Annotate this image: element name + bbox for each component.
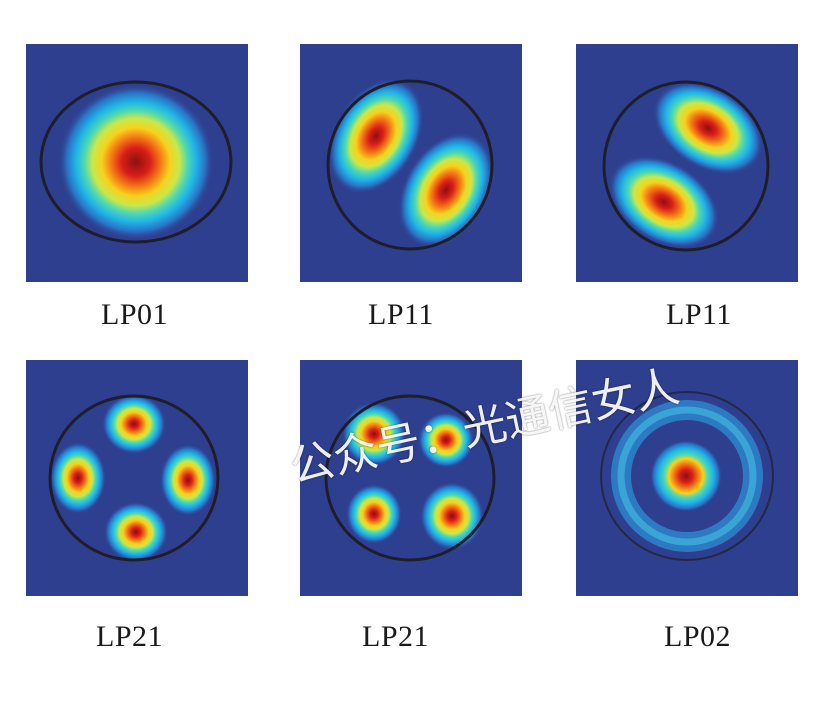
mode-panel-lp11-a bbox=[300, 44, 522, 282]
mode-field-lp11-a bbox=[300, 44, 522, 282]
mode-label-lp21-a: LP21 bbox=[96, 620, 164, 653]
mode-panel-lp02 bbox=[576, 360, 798, 596]
intensity-lobe bbox=[608, 155, 720, 249]
mode-field-lp11-b bbox=[576, 44, 798, 282]
intensity-lobe bbox=[346, 484, 402, 544]
mode-panel-lp21-a bbox=[26, 360, 248, 596]
intensity-lobe bbox=[652, 81, 764, 175]
core-boundary bbox=[48, 394, 220, 562]
core-boundary bbox=[39, 80, 233, 244]
intensity-lobe bbox=[418, 412, 474, 468]
intensity-spot bbox=[650, 440, 722, 512]
mode-label-lp21-b: LP21 bbox=[362, 620, 430, 653]
intensity-lobe bbox=[102, 394, 166, 454]
intensity-lobe bbox=[160, 444, 216, 516]
core-boundary bbox=[600, 391, 774, 561]
intensity-lobe bbox=[420, 482, 484, 550]
mode-label-lp01: LP01 bbox=[101, 298, 169, 331]
core-boundary bbox=[324, 394, 496, 562]
mode-label-lp11-b: LP11 bbox=[666, 298, 732, 331]
mode-field-lp02 bbox=[576, 360, 798, 596]
intensity-lobe bbox=[398, 132, 494, 248]
mode-field-lp21-a bbox=[26, 360, 248, 596]
mode-field-lp21-b bbox=[300, 360, 522, 596]
mode-label-lp02: LP02 bbox=[664, 620, 732, 653]
mode-field-lp01 bbox=[26, 44, 248, 282]
mode-panel-lp11-b bbox=[576, 44, 798, 282]
mode-panel-lp01 bbox=[26, 44, 248, 282]
core-boundary bbox=[326, 79, 494, 251]
mode-panel-lp21-b bbox=[300, 360, 522, 596]
intensity-lobe bbox=[342, 402, 406, 466]
mode-label-lp11-a: LP11 bbox=[368, 298, 434, 331]
intensity-lobe bbox=[50, 442, 106, 514]
intensity-spot bbox=[58, 84, 214, 240]
intensity-lobe bbox=[104, 502, 168, 562]
core-boundary bbox=[602, 80, 770, 252]
outer-ring-glow bbox=[617, 406, 757, 546]
